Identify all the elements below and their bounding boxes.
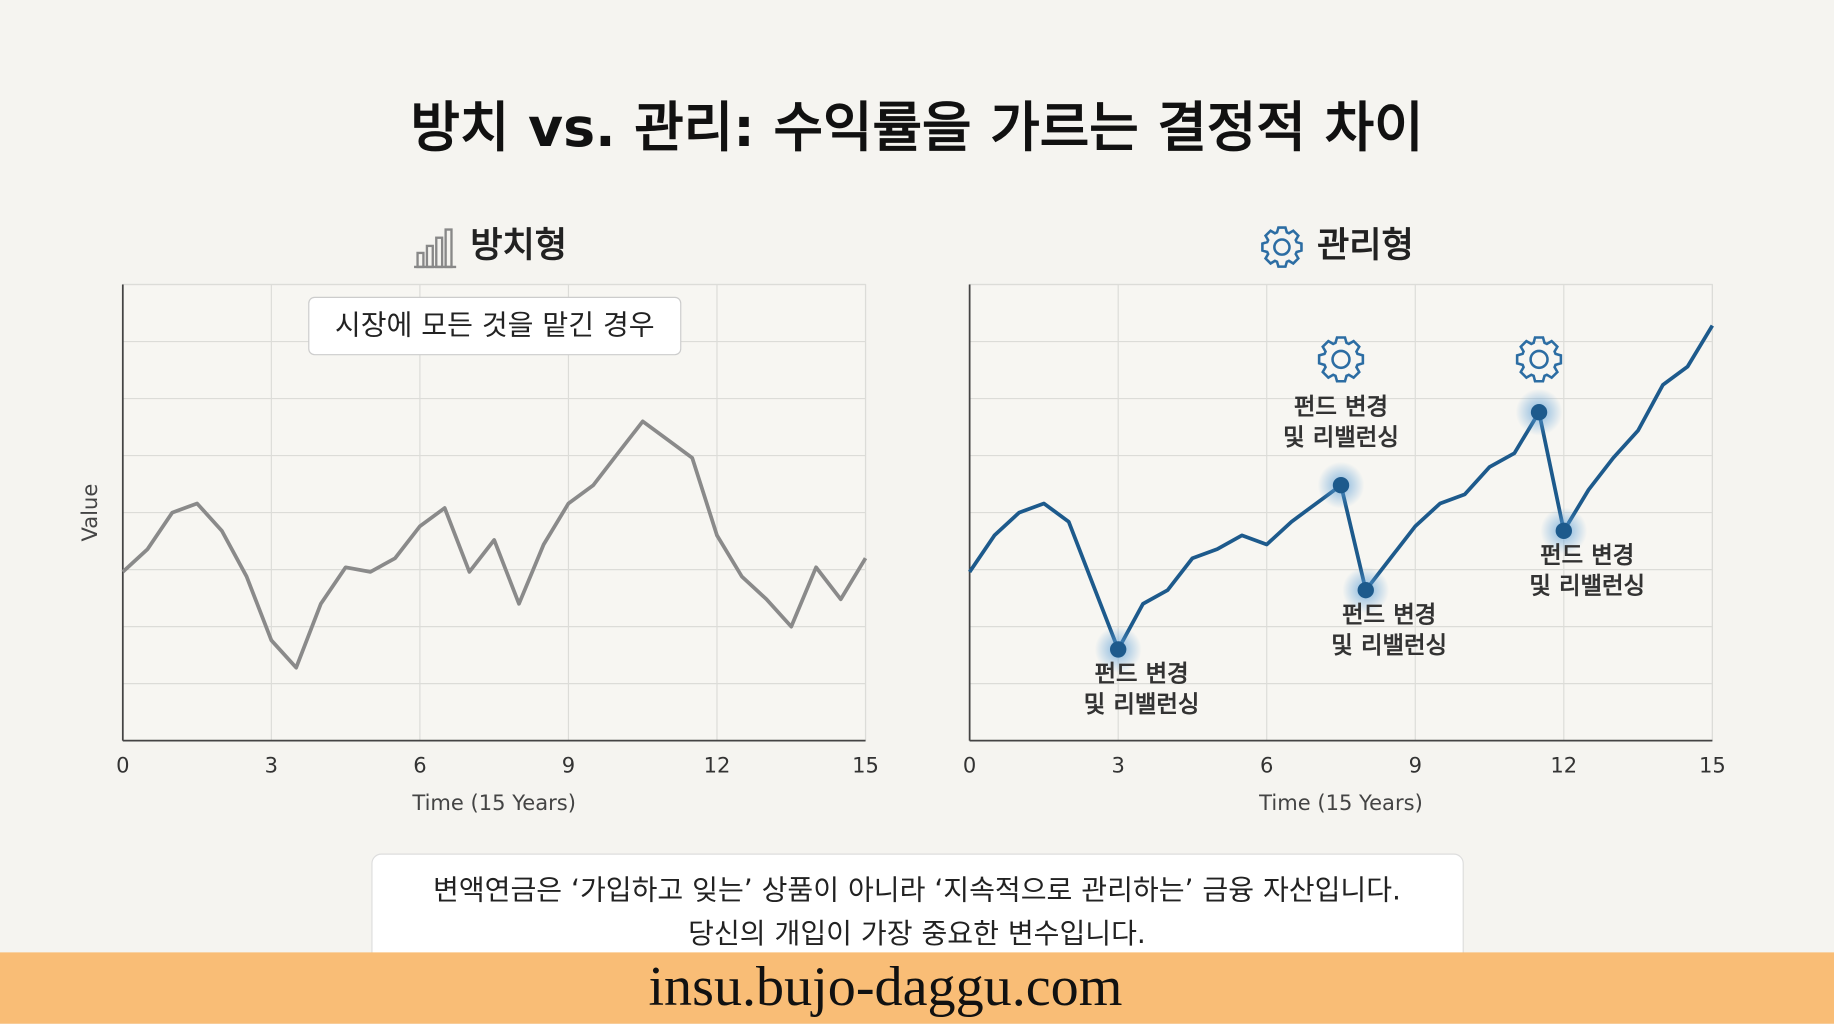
x-tick-label: 3 — [265, 752, 278, 777]
gear-icon — [1261, 226, 1303, 268]
gear-icon — [1515, 336, 1563, 383]
x-tick-label: 12 — [704, 752, 731, 777]
x-tick-label: 15 — [1699, 752, 1726, 777]
highlight-label: 및 리밸런싱 — [1331, 631, 1447, 659]
highlight-label: 펀드 변경 — [1342, 600, 1436, 628]
x-axis-label: Time (15 Years) — [411, 790, 576, 815]
x-tick-label: 12 — [1550, 752, 1577, 777]
x-tick-label: 9 — [562, 752, 575, 777]
highlight-marker — [1555, 522, 1572, 540]
gear-icon — [1273, 238, 1291, 256]
y-axis-label: Value — [77, 484, 102, 542]
panel-title: 관리형 — [1317, 225, 1414, 266]
highlight-label: 펀드 변경 — [1540, 541, 1634, 569]
x-tick-label: 15 — [852, 752, 879, 777]
x-tick-label: 6 — [1260, 752, 1273, 777]
note-box — [308, 296, 682, 356]
bar-icon — [414, 228, 457, 269]
x-tick-label: 6 — [413, 752, 426, 777]
main-title: 방치 vs. 관리: 수익률을 가르는 결정적 차이 — [410, 96, 1423, 159]
caption-box: 변액연금은 ‘가입하고 잊는’ 상품이 아니라 ‘지속적으로 관리하는’ 금융 … — [371, 853, 1464, 984]
highlight-label: 및 리밸런싱 — [1283, 423, 1399, 451]
x-axis-label: Time (15 Years) — [1258, 790, 1423, 815]
highlight-label: 및 리밸런싱 — [1529, 571, 1645, 599]
highlight-label: 펀드 변경 — [1294, 393, 1388, 421]
highlight-label: 및 리밸런싱 — [1084, 690, 1200, 718]
footer-bar — [0, 952, 1834, 1024]
highlight-label: 펀드 변경 — [1094, 660, 1188, 688]
x-tick-label: 0 — [116, 752, 129, 777]
caption-line: 변액연금은 ‘가입하고 잊는’ 상품이 아니라 ‘지속적으로 관리하는’ 금융 … — [433, 874, 1401, 907]
caption-line: 당신의 개입이 가장 중요한 변수입니다. — [688, 917, 1146, 950]
x-tick-label: 3 — [1111, 752, 1124, 777]
series-line — [121, 419, 868, 670]
panel-title: 방치형 — [470, 225, 567, 266]
highlight-marker — [1332, 477, 1350, 494]
x-tick-label: 0 — [963, 752, 976, 777]
gear-icon — [1331, 349, 1351, 370]
note-text: 시장에 모든 것을 맡긴 경우 — [335, 309, 655, 342]
gear-icon — [1317, 336, 1365, 383]
highlight-marker — [1109, 641, 1127, 658]
highlight-marker — [1357, 581, 1374, 599]
highlight-marker — [1530, 404, 1548, 421]
gear-icon — [1529, 349, 1549, 370]
x-tick-label: 9 — [1409, 752, 1422, 777]
footer-text: insu.bujo-daggu.com — [648, 956, 1122, 1018]
